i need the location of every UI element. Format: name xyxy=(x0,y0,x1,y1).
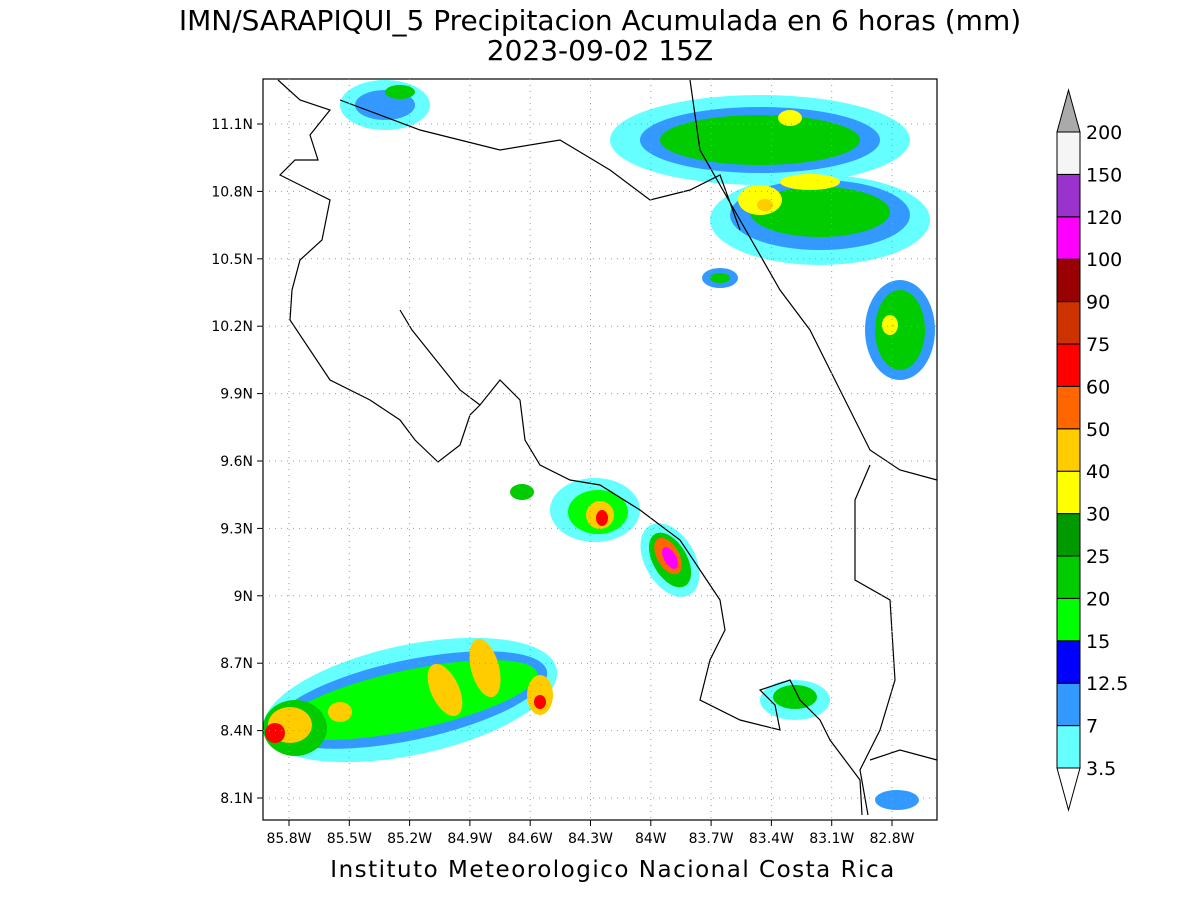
colorbar-over xyxy=(1056,88,1081,133)
colorbar-box xyxy=(1056,343,1081,387)
colorbar-label: 15 xyxy=(1086,631,1110,653)
lon-tick-label: 85.2W xyxy=(387,831,432,847)
colorbar-under xyxy=(1056,767,1081,812)
lat-tick-label: 9.9N xyxy=(220,387,253,403)
title: IMN/SARAPIQUI_5 Precipitacion Acumulada … xyxy=(179,4,1021,37)
lat-tick-label: 11.1N xyxy=(211,117,253,133)
colorbar-box xyxy=(1056,131,1081,175)
map-area: 85.8W 85.5W 85.2W 84.9W 84.6W 84.3W 84W 83.7W 83… xyxy=(211,78,938,847)
lat-tick-label: 10.2N xyxy=(211,319,253,335)
lon-tick-label: 82.8W xyxy=(869,831,914,847)
colorbar-box xyxy=(1056,597,1081,642)
lon-tick-label: 84.9W xyxy=(447,831,492,847)
colorbar-label: 20 xyxy=(1086,588,1110,610)
colorbar-label: 200 xyxy=(1086,122,1122,144)
precipitation-field xyxy=(262,80,935,810)
colorbar-label: 25 xyxy=(1086,546,1110,568)
colorbar: 3.5 7 12.5 15 20 25 30 40 50 60 75 90 100 120 150 200 xyxy=(1056,88,1128,812)
colorbar-box xyxy=(1056,725,1081,769)
colorbar-label: 30 xyxy=(1086,504,1110,526)
lat-tick-label: 10.5N xyxy=(211,252,253,268)
colorbar-label: 150 xyxy=(1086,164,1122,186)
lat-tick-label: 10.8N xyxy=(211,184,253,200)
colorbar-label: 40 xyxy=(1086,461,1110,483)
colorbar-label: 90 xyxy=(1086,292,1110,314)
colorbar-box xyxy=(1056,682,1081,727)
subtitle: 2023-09-02 15Z xyxy=(487,34,713,67)
colorbar-label: 100 xyxy=(1086,249,1122,271)
lat-tick-label: 9.6N xyxy=(220,454,253,470)
lon-tick-label: 85.5W xyxy=(327,831,372,847)
coastline xyxy=(277,79,938,816)
colorbar-box xyxy=(1056,301,1081,345)
colorbar-label: 3.5 xyxy=(1086,758,1116,780)
lat-tick-label: 8.7N xyxy=(220,656,253,672)
lat-tick-label: 9.3N xyxy=(220,521,253,537)
footer: Instituto Meteorologico Nacional Costa R… xyxy=(330,857,895,883)
colorbar-label: 12.5 xyxy=(1086,673,1128,695)
colorbar-label: 75 xyxy=(1086,334,1110,356)
lon-tick-label: 83.7W xyxy=(689,831,734,847)
colorbar-box xyxy=(1056,513,1081,557)
lon-tick-label: 84.3W xyxy=(568,831,613,847)
lon-tick-label: 84.6W xyxy=(508,831,553,847)
colorbar-label: 60 xyxy=(1086,376,1110,398)
colorbar-box xyxy=(1056,258,1081,303)
lon-tick-label: 84W xyxy=(635,831,667,847)
colorbar-box xyxy=(1056,216,1081,260)
colorbar-box xyxy=(1056,428,1081,472)
lat-tick-label: 8.1N xyxy=(220,791,253,807)
lat-tick-label: 9N xyxy=(234,589,253,605)
colorbar-label: 120 xyxy=(1086,207,1122,229)
colorbar-box xyxy=(1056,470,1081,515)
colorbar-label: 50 xyxy=(1086,419,1110,441)
colorbar-box xyxy=(1056,555,1081,599)
lat-tick-label: 8.4N xyxy=(220,724,253,740)
lon-tick-label: 83.1W xyxy=(809,831,854,847)
lon-tick-label: 85.8W xyxy=(266,831,311,847)
colorbar-box xyxy=(1056,173,1081,218)
map-frame xyxy=(262,78,938,821)
lon-tick-label: 83.4W xyxy=(749,831,794,847)
colorbar-box xyxy=(1056,640,1081,684)
colorbar-box xyxy=(1056,385,1081,430)
colorbar-label: 7 xyxy=(1086,716,1098,738)
